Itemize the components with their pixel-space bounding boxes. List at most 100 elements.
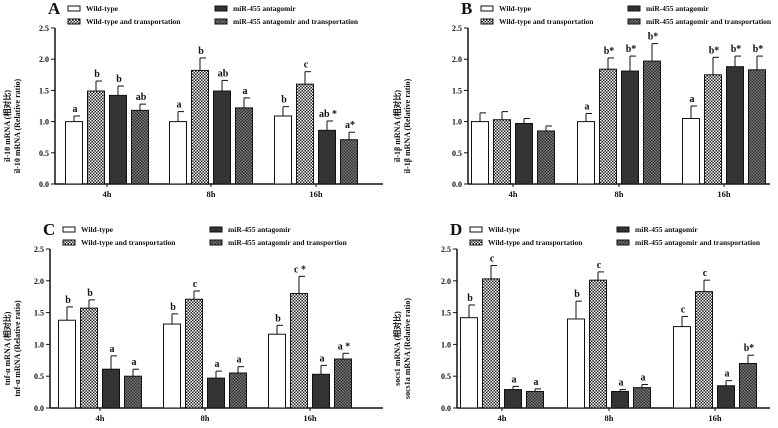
- bar: [748, 69, 766, 185]
- bar: [682, 117, 700, 185]
- legend-swatch: [67, 5, 81, 12]
- significance-label: a: [243, 86, 248, 97]
- significance-label: b: [574, 289, 580, 300]
- y-axis-label: tnf-α mRNA (相对比): [2, 311, 12, 385]
- legend-label: miR-455 antagomir: [233, 4, 296, 13]
- legend-swatch: [469, 226, 483, 233]
- legend-label: miR-455 antagomir: [228, 225, 291, 234]
- legend-swatch: [480, 18, 494, 25]
- bar: [471, 121, 489, 185]
- y-axis-label: socs1a mRNA (Relative ratio): [403, 298, 412, 399]
- bar: [526, 390, 544, 409]
- legend-swatch: [627, 5, 641, 12]
- significance-label: a: [641, 372, 646, 383]
- legend-swatch: [616, 226, 630, 233]
- significance-label: b*: [744, 343, 755, 354]
- legend-label: Wild-type and transportation: [499, 17, 594, 26]
- y-tick-label: 2.5: [34, 245, 44, 254]
- legend-label: miR-455 antagomir and transportation: [646, 17, 772, 26]
- y-tick-label: 0.5: [441, 372, 451, 381]
- significance-label: a: [177, 100, 182, 111]
- significance-label: a: [512, 374, 517, 385]
- bar: [290, 293, 308, 409]
- significance-label: a: [619, 378, 624, 389]
- significance-label: b: [198, 46, 204, 57]
- x-tick-label: 16h: [717, 189, 731, 199]
- legend-swatch: [627, 18, 641, 25]
- bar: [163, 323, 181, 409]
- legend-label: Wild-type: [488, 225, 521, 234]
- y-tick-label: 2.0: [39, 55, 49, 64]
- significance-label: a: [534, 377, 539, 388]
- y-tick-label: 1.0: [441, 340, 451, 349]
- y-tick-label: 0.5: [39, 149, 49, 158]
- significance-label: b*: [731, 44, 742, 55]
- significance-label: a: [73, 104, 78, 115]
- significance-label: a: [725, 369, 730, 380]
- panel-b: B Wild-type Wild-type and transportation mi…: [392, 0, 772, 199]
- y-tick-label: 1.5: [34, 309, 44, 318]
- x-tick-label: 8h: [207, 189, 216, 199]
- bar: [577, 121, 595, 185]
- legend-swatch: [616, 239, 630, 246]
- panel-c: C Wild-type Wild-type and transportation mi…: [2, 220, 383, 423]
- bar: [229, 372, 247, 409]
- y-tick-label: 0.0: [441, 404, 451, 413]
- significance-label: b: [87, 288, 93, 299]
- bar: [169, 121, 187, 185]
- y-tick-label: 1.5: [441, 309, 451, 318]
- bar: [739, 362, 757, 409]
- x-tick-label: 16h: [309, 189, 323, 199]
- panel-label: D: [450, 220, 462, 239]
- bar: [312, 373, 330, 409]
- bar: [504, 389, 522, 409]
- legend-swatch: [62, 239, 76, 246]
- bar: [296, 83, 314, 185]
- y-tick-label: 1.5: [39, 86, 49, 95]
- significance-label: c: [597, 260, 602, 271]
- bar: [704, 74, 722, 185]
- y-tick-label: 2.5: [441, 245, 451, 254]
- y-tick-label: 1.0: [34, 340, 44, 349]
- significance-label: a: [110, 344, 115, 355]
- bar: [567, 318, 585, 409]
- bar: [235, 107, 253, 185]
- legend-swatch: [209, 239, 223, 246]
- bar: [268, 333, 286, 409]
- bar: [131, 109, 149, 185]
- bar: [124, 375, 142, 409]
- bar: [274, 115, 292, 185]
- panel-label: C: [43, 220, 55, 239]
- bar: [80, 307, 98, 409]
- bar: [726, 66, 744, 185]
- legend-swatch: [67, 18, 81, 25]
- significance-label: ab *: [319, 109, 337, 120]
- significance-label: c: [703, 268, 708, 279]
- y-tick-label: 1.0: [39, 118, 49, 127]
- panel-a: A Wild-type Wild-type and transportation mi…: [2, 0, 383, 199]
- bar: [191, 69, 209, 185]
- legend-label: Wild-type and transportation: [86, 17, 181, 26]
- bar: [482, 278, 500, 409]
- panel-label: A: [48, 0, 61, 18]
- y-tick-label: 2.0: [34, 277, 44, 286]
- significance-label: b*: [604, 46, 615, 57]
- legend-swatch: [209, 226, 223, 233]
- significance-label: b*: [648, 32, 659, 43]
- bar: [633, 387, 651, 409]
- y-tick-label: 1.5: [452, 86, 462, 95]
- y-tick-label: 2.0: [452, 55, 462, 64]
- bar: [340, 139, 358, 185]
- bar: [65, 121, 83, 185]
- legend-label: Wild-type and transportation: [81, 238, 176, 247]
- y-tick-label: 0.5: [34, 372, 44, 381]
- significance-label: b: [116, 74, 122, 85]
- significance-label: b: [275, 313, 281, 324]
- legend-label: Wild-type: [81, 225, 114, 234]
- x-tick-label: 8h: [615, 189, 624, 199]
- x-tick-label: 4h: [96, 413, 105, 423]
- bar: [537, 130, 555, 185]
- y-tick-label: 2.5: [452, 24, 462, 33]
- x-tick-label: 4h: [103, 189, 112, 199]
